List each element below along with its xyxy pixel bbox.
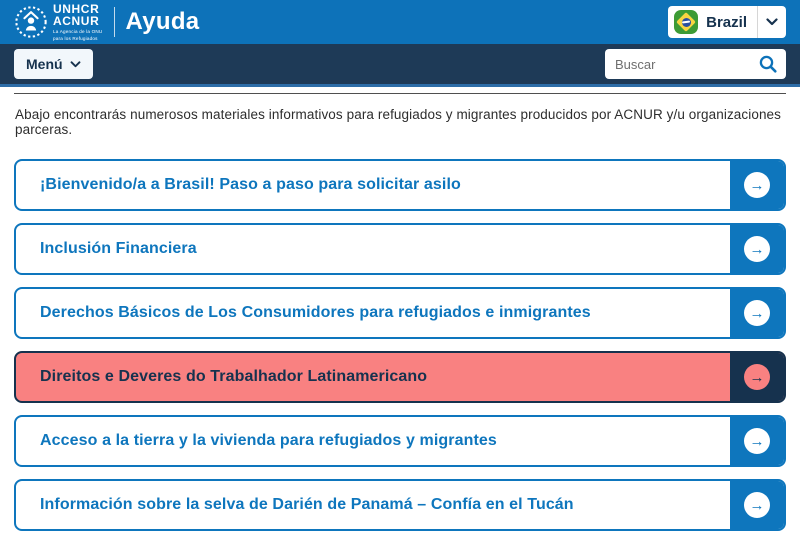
- country-label: Brazil: [706, 13, 747, 31]
- list-item-label: Direitos e Deveres do Trabalhador Latina…: [40, 368, 428, 385]
- brazil-flag-icon: [674, 10, 699, 34]
- list-item-label: ¡Bienvenido/a a Brasil! Paso a paso para…: [40, 176, 461, 193]
- arrow-right-icon: →: [744, 172, 770, 198]
- country-selector-divider: [757, 6, 758, 38]
- arrow-right-icon: →: [744, 492, 770, 518]
- list-item[interactable]: Acceso a la tierra y la vivienda para re…: [14, 415, 786, 467]
- list-item[interactable]: ¡Bienvenido/a a Brasil! Paso a paso para…: [14, 159, 786, 211]
- logo-line-unhcr: UNHCR: [53, 2, 100, 16]
- menu-button[interactable]: Menú: [14, 49, 93, 79]
- list-item[interactable]: Información sobre la selva de Darién de …: [14, 479, 786, 531]
- search-box: [605, 49, 786, 79]
- logo-divider: [114, 7, 116, 37]
- search-icon: [759, 55, 777, 73]
- list-item-label: Acceso a la tierra y la vivienda para re…: [40, 432, 497, 449]
- content-divider: [14, 93, 786, 94]
- list-item-label: Inclusión Financiera: [40, 240, 197, 257]
- nav-bar: Menú: [0, 44, 800, 87]
- logo-tagline-2: para los Refugiados: [53, 36, 98, 41]
- search-button[interactable]: [758, 54, 778, 74]
- arrow-right-icon: →: [744, 364, 770, 390]
- arrow-right-icon: →: [744, 300, 770, 326]
- main-content: Abajo encontrarás numerosos materiales i…: [0, 93, 800, 531]
- logo-line-acnur: ACNUR: [53, 14, 100, 28]
- chevron-down-icon[interactable]: [758, 6, 786, 38]
- arrow-right-icon: →: [744, 428, 770, 454]
- unhcr-logo[interactable]: UNHCR ACNUR La Agencia de la ONU para lo…: [14, 3, 102, 41]
- search-input[interactable]: [615, 56, 758, 72]
- list-item-arrow-block[interactable]: →: [730, 289, 784, 337]
- country-selector[interactable]: Brazil: [668, 6, 786, 38]
- list-item[interactable]: Derechos Básicos de Los Consumidores par…: [14, 287, 786, 339]
- arrow-right-icon: →: [744, 236, 770, 262]
- list-item-arrow-block[interactable]: →: [730, 225, 784, 273]
- list-item-arrow-block[interactable]: →: [730, 353, 784, 401]
- list-item-arrow-block[interactable]: →: [730, 417, 784, 465]
- menu-button-label: Menú: [26, 56, 63, 72]
- list-item[interactable]: Inclusión Financiera →: [14, 223, 786, 275]
- page-title: Ayuda: [125, 8, 200, 35]
- unhcr-emblem-icon: [15, 6, 47, 38]
- logo-tagline-1: La Agencia de la ONU: [53, 29, 103, 34]
- chevron-down-icon: [70, 60, 80, 67]
- logo-wordmark: UNHCR ACNUR La Agencia de la ONU para lo…: [53, 3, 102, 41]
- list-item-arrow-block[interactable]: →: [730, 161, 784, 209]
- app-header: UNHCR ACNUR La Agencia de la ONU para lo…: [0, 0, 800, 44]
- list-item-arrow-block[interactable]: →: [730, 481, 784, 529]
- list-item-label: Derechos Básicos de Los Consumidores par…: [40, 304, 591, 321]
- list-item[interactable]: Direitos e Deveres do Trabalhador Latina…: [14, 351, 786, 403]
- intro-text: Abajo encontrarás numerosos materiales i…: [15, 107, 782, 137]
- list-item-label: Información sobre la selva de Darién de …: [40, 496, 574, 513]
- materials-list: ¡Bienvenido/a a Brasil! Paso a paso para…: [14, 159, 786, 531]
